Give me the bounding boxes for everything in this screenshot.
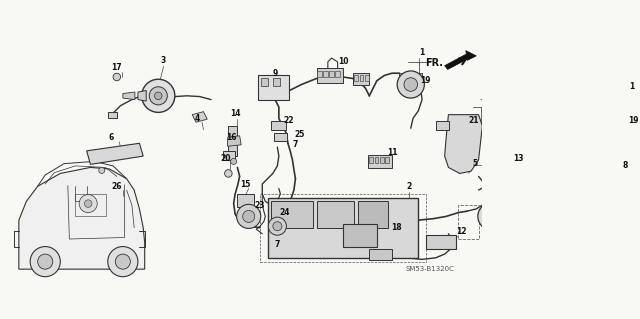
Bar xyxy=(273,133,287,141)
Bar xyxy=(237,194,254,207)
Text: 20: 20 xyxy=(221,154,231,163)
Circle shape xyxy=(478,203,505,230)
Circle shape xyxy=(268,217,286,235)
Polygon shape xyxy=(86,143,143,164)
Text: 11: 11 xyxy=(387,148,397,157)
Bar xyxy=(260,194,426,262)
Polygon shape xyxy=(466,51,476,60)
Bar xyxy=(343,224,377,247)
Text: FR.: FR. xyxy=(425,58,443,68)
Text: 19: 19 xyxy=(628,116,638,125)
Bar xyxy=(365,76,369,81)
Text: 8: 8 xyxy=(623,161,628,170)
Bar xyxy=(436,121,449,130)
Text: 18: 18 xyxy=(391,223,402,232)
Bar xyxy=(369,157,373,163)
Circle shape xyxy=(273,222,282,231)
Bar xyxy=(358,201,388,228)
Bar xyxy=(354,76,358,81)
Circle shape xyxy=(149,87,167,105)
Text: 23: 23 xyxy=(255,201,265,210)
Circle shape xyxy=(113,73,120,81)
Polygon shape xyxy=(19,167,145,269)
Bar xyxy=(271,121,286,130)
Text: 9: 9 xyxy=(273,69,278,78)
Polygon shape xyxy=(228,126,237,156)
Polygon shape xyxy=(192,112,207,122)
Bar xyxy=(317,68,343,83)
Bar xyxy=(385,157,389,163)
Bar xyxy=(223,151,235,160)
Text: 1: 1 xyxy=(629,82,634,91)
Circle shape xyxy=(84,200,92,207)
Text: 5: 5 xyxy=(472,159,477,168)
Text: 7: 7 xyxy=(275,240,280,249)
Bar xyxy=(271,201,313,228)
Bar xyxy=(330,71,334,77)
Bar xyxy=(369,249,392,260)
Bar xyxy=(335,71,340,77)
Bar xyxy=(258,76,289,100)
Polygon shape xyxy=(445,115,483,174)
Polygon shape xyxy=(123,92,135,100)
Bar xyxy=(368,155,392,168)
Text: SM53-B1320C: SM53-B1320C xyxy=(405,266,454,272)
Circle shape xyxy=(397,71,424,98)
Text: 3: 3 xyxy=(161,56,166,65)
Circle shape xyxy=(484,145,496,157)
Circle shape xyxy=(404,78,417,91)
Bar xyxy=(374,157,378,163)
Text: 17: 17 xyxy=(111,63,122,72)
Text: 21: 21 xyxy=(468,116,479,125)
Text: 26: 26 xyxy=(111,182,122,191)
Circle shape xyxy=(237,204,260,228)
Bar xyxy=(317,201,354,228)
Circle shape xyxy=(115,254,131,269)
Circle shape xyxy=(484,210,498,223)
Bar xyxy=(380,157,383,163)
Text: 16: 16 xyxy=(226,133,237,142)
Text: 25: 25 xyxy=(294,130,305,139)
Polygon shape xyxy=(228,136,241,146)
Text: 14: 14 xyxy=(230,109,241,118)
Circle shape xyxy=(141,79,175,112)
Text: 19: 19 xyxy=(420,76,431,85)
Circle shape xyxy=(99,167,105,174)
Bar xyxy=(108,112,117,118)
Bar xyxy=(458,205,479,239)
Text: 15: 15 xyxy=(240,180,250,189)
Bar xyxy=(353,73,369,85)
Polygon shape xyxy=(138,91,146,101)
Circle shape xyxy=(154,92,162,100)
Text: 22: 22 xyxy=(284,116,294,125)
Circle shape xyxy=(230,158,237,164)
Text: 12: 12 xyxy=(456,227,467,236)
Bar xyxy=(360,76,364,81)
Bar xyxy=(426,235,456,249)
Text: 2: 2 xyxy=(406,182,412,191)
Circle shape xyxy=(225,170,232,177)
Bar xyxy=(317,71,322,77)
Circle shape xyxy=(243,210,255,222)
Text: 4: 4 xyxy=(195,114,200,123)
Text: 1: 1 xyxy=(419,48,425,57)
Bar xyxy=(260,78,268,86)
Text: 13: 13 xyxy=(513,154,524,163)
Circle shape xyxy=(38,254,52,269)
Text: 10: 10 xyxy=(338,57,348,66)
Bar xyxy=(323,71,328,77)
Circle shape xyxy=(30,247,60,277)
Circle shape xyxy=(79,195,97,213)
Bar xyxy=(273,78,280,86)
Polygon shape xyxy=(399,73,422,77)
Text: 7: 7 xyxy=(292,140,298,149)
Bar xyxy=(268,197,419,258)
Circle shape xyxy=(108,247,138,277)
Text: 6: 6 xyxy=(109,133,114,142)
Polygon shape xyxy=(445,54,468,70)
Text: 24: 24 xyxy=(280,208,290,217)
